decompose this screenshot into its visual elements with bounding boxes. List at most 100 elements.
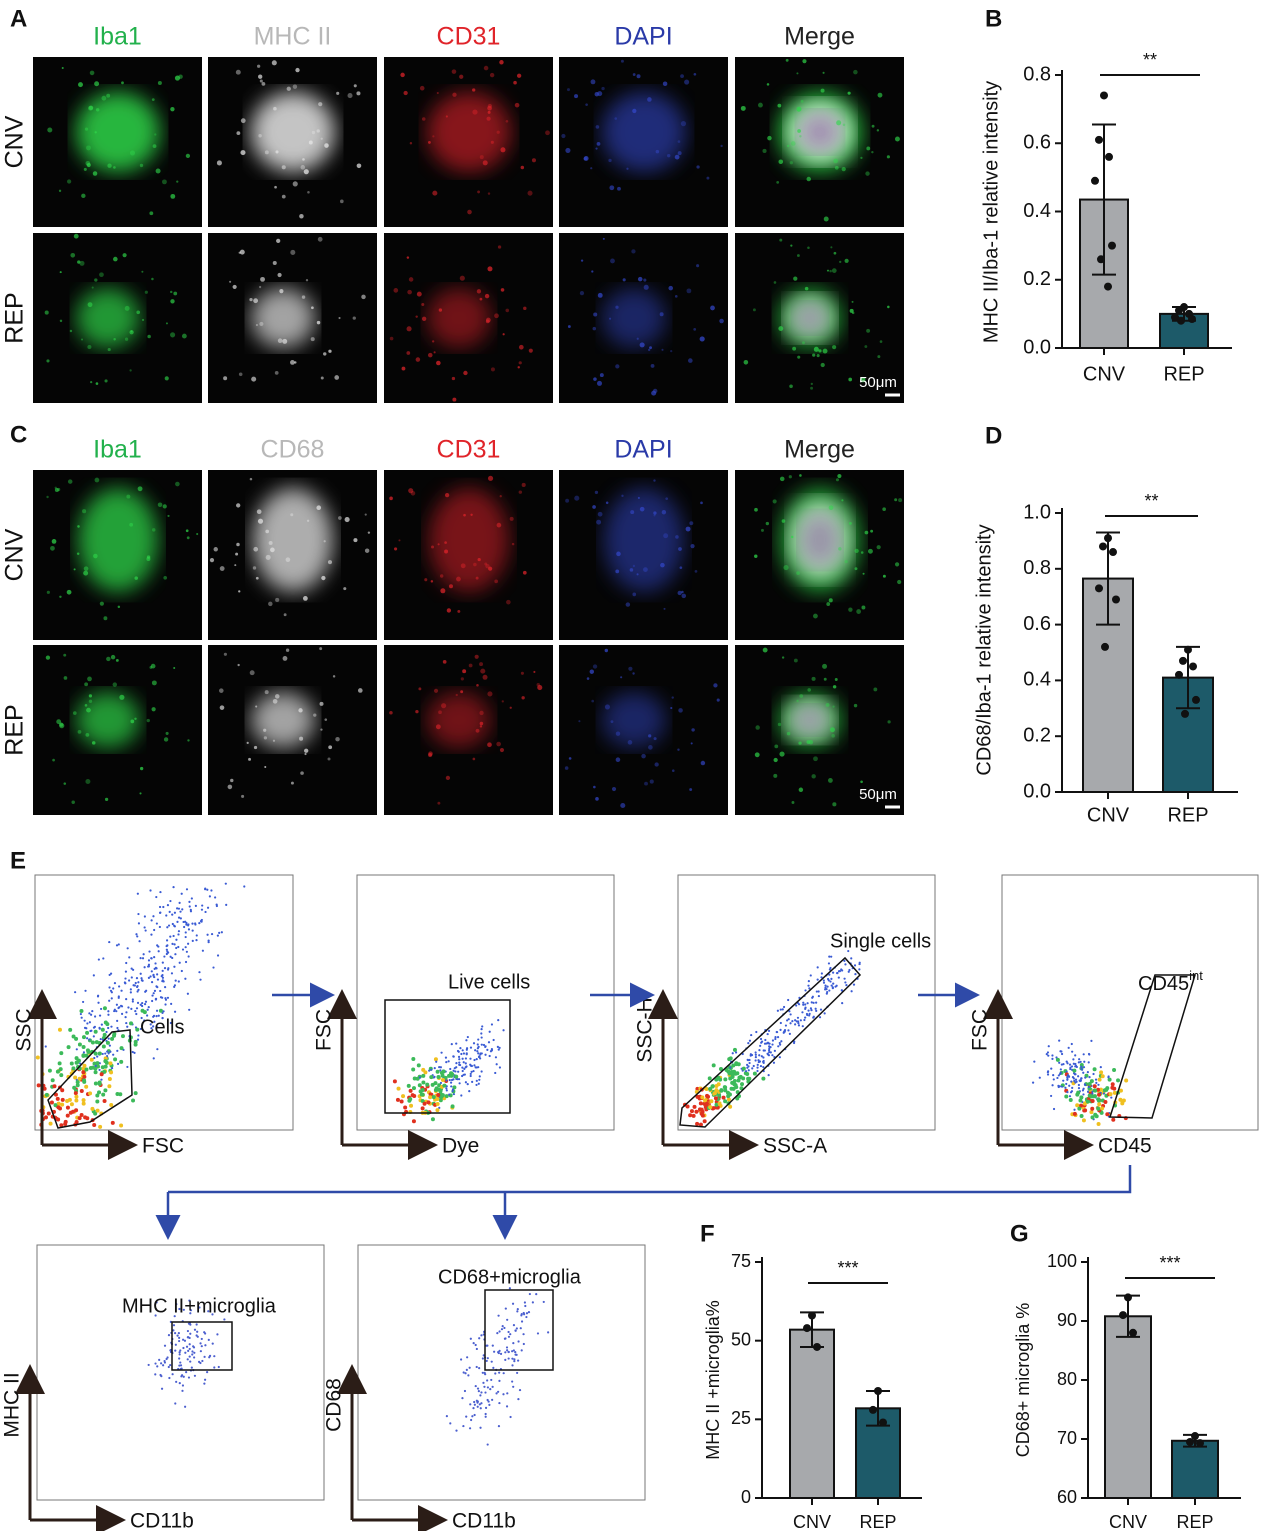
cell-speck [632, 672, 635, 675]
cell-speck [276, 238, 281, 244]
event-dot [441, 1069, 446, 1074]
plot-frame [36, 1244, 325, 1501]
cell-speck [154, 133, 157, 136]
event-dot [179, 917, 182, 920]
event-dot [118, 985, 121, 988]
cell-speck [621, 494, 624, 498]
event-dot [178, 1339, 181, 1343]
event-dot [480, 1402, 483, 1405]
event-dot [1080, 1068, 1084, 1071]
event-dot [86, 1022, 89, 1025]
cell-speck [272, 260, 277, 265]
event-dot [694, 1109, 699, 1114]
cell-speck [265, 554, 271, 560]
y-tick-label: 0.6 [1023, 132, 1051, 154]
event-dot [136, 892, 139, 895]
cell-speck [302, 158, 305, 161]
event-dot [417, 1083, 422, 1088]
x-tick-label: REP [1167, 804, 1208, 826]
event-dot [171, 1373, 174, 1376]
event-dot [94, 1064, 97, 1068]
event-dot [159, 996, 163, 999]
event-dot [430, 1082, 435, 1087]
event-dot [74, 1036, 79, 1041]
cell-speck [796, 699, 799, 703]
event-dot [837, 976, 840, 979]
event-dot [187, 928, 191, 931]
event-dot [741, 1076, 746, 1081]
event-dot [144, 1000, 148, 1003]
event-dot [1077, 1083, 1080, 1087]
event-dot [1064, 1086, 1067, 1089]
event-dot [476, 1043, 479, 1046]
event-dot [103, 1088, 108, 1093]
cell-speck [496, 522, 502, 528]
event-dot [88, 1021, 91, 1024]
event-dot [191, 1353, 194, 1356]
y-tick-label: 25 [731, 1408, 751, 1428]
cell-speck [476, 289, 482, 294]
event-dot [176, 1334, 179, 1337]
event-dot [172, 934, 175, 938]
event-dot [1038, 1076, 1041, 1079]
event-dot [162, 1010, 165, 1013]
event-dot [81, 1044, 86, 1049]
event-dot [130, 1007, 133, 1010]
event-dot [466, 1356, 469, 1359]
event-dot [1089, 1094, 1094, 1099]
cell-speck [482, 160, 488, 166]
event-dot [797, 1024, 801, 1027]
event-dot [454, 1074, 459, 1079]
event-dot [207, 939, 210, 942]
event-dot [85, 1030, 90, 1035]
cell-speck [47, 127, 53, 133]
event-dot [461, 1069, 464, 1073]
event-dot [118, 1092, 123, 1097]
cell-speck [594, 92, 599, 97]
column-header: CD31 [437, 23, 501, 51]
event-dot [517, 1359, 520, 1362]
cell-speck [776, 181, 780, 184]
event-dot [759, 1037, 763, 1041]
event-dot [1096, 1097, 1101, 1102]
event-dot [469, 1072, 472, 1076]
cell-speck [240, 150, 246, 156]
data-point [1108, 241, 1116, 250]
event-dot [167, 1334, 171, 1337]
event-dot [137, 922, 141, 925]
cell-speck [762, 647, 768, 653]
cell-speck [73, 711, 77, 715]
event-dot [206, 933, 209, 936]
event-dot [109, 972, 113, 975]
event-dot [697, 1107, 702, 1112]
event-dot [160, 1375, 163, 1378]
cell-speck [275, 150, 279, 154]
cell-speck [229, 280, 232, 283]
event-dot [1065, 1060, 1068, 1063]
event-dot [117, 996, 120, 999]
event-dot [420, 1106, 425, 1111]
cell-speck [565, 498, 570, 503]
cell-speck [323, 540, 326, 543]
event-dot [155, 922, 158, 925]
event-dot [514, 1350, 517, 1354]
cell-speck [832, 345, 837, 350]
event-dot [1090, 1039, 1093, 1042]
event-dot [403, 1105, 408, 1110]
event-dot [486, 1357, 489, 1360]
cell-speck [677, 590, 682, 596]
event-dot [193, 1374, 197, 1377]
cell-speck [678, 547, 682, 551]
cell-speck [754, 554, 758, 558]
cell-speck [505, 119, 509, 123]
cell-speck [418, 687, 422, 691]
event-dot [104, 1052, 107, 1055]
event-dot [207, 941, 210, 944]
event-dot [760, 1040, 764, 1043]
event-dot [435, 1108, 440, 1113]
cell-speck [602, 237, 605, 240]
event-dot [458, 1063, 461, 1066]
event-dot [178, 1353, 181, 1356]
cell-speck [799, 474, 802, 477]
event-dot [695, 1121, 700, 1126]
